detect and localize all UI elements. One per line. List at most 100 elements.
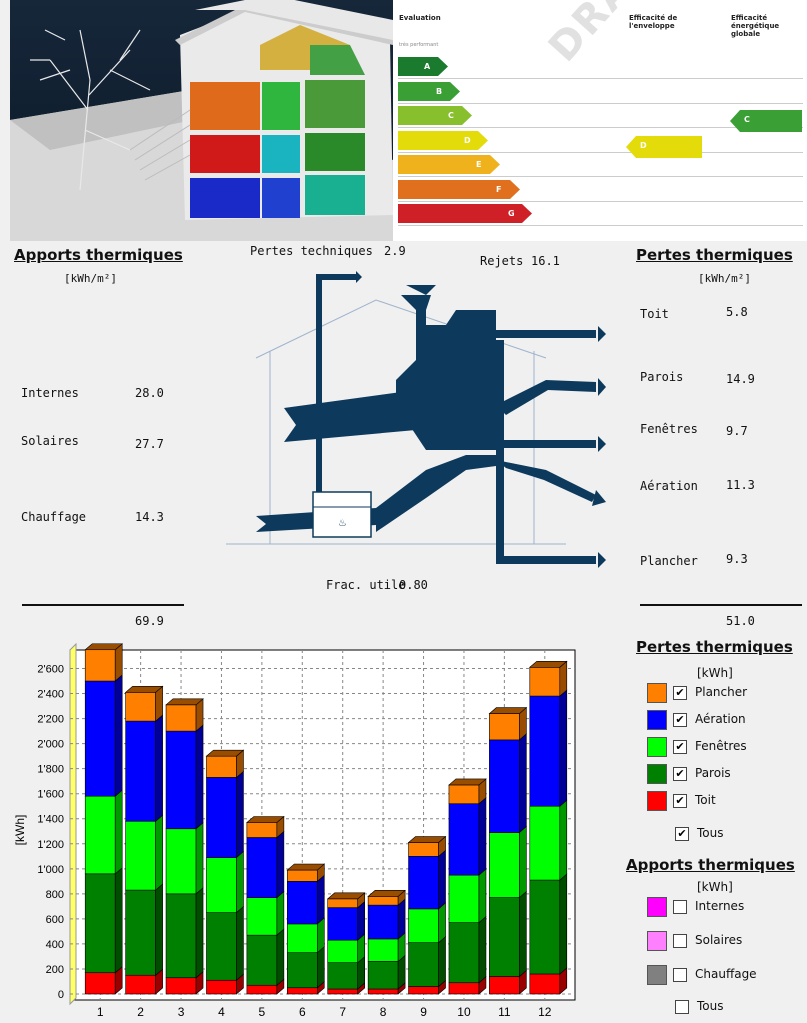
bar-side [155,883,163,976]
legend-checkbox[interactable] [673,934,687,948]
y-tick-label: 2'000 [37,739,64,751]
legend-label: Chauffage [695,967,757,981]
legend-swatch [647,791,667,811]
energy-class-letter: D [464,135,471,145]
bar-side [478,868,487,924]
bar-side [559,873,568,975]
bar-segment-aération [165,730,197,830]
bar-segment-toit [489,976,520,995]
pertes-all-checkbox[interactable]: ✔ [675,827,689,841]
bar-segment-plancher [286,869,318,882]
pertes-value-parois: 14.9 [726,372,755,386]
bar-top [448,778,487,786]
energy-flow-diagram: ♨ [226,270,606,579]
bar-side [316,874,325,925]
energy-label-panel: Evaluation très performant Efficacité de… [393,0,807,241]
legend-checkbox[interactable]: ✔ [673,767,687,781]
y-tick-label: 2'200 [37,714,64,726]
bar-segment-aération [84,680,116,797]
legend-apports-title: Apports thermiques [626,856,795,874]
building-render [10,0,393,241]
legend-pertes-unit: [kWh] [697,666,733,680]
bar-side [519,825,527,899]
bar-top [407,836,447,843]
bar-segment-aération [529,695,561,807]
y-tick-label: 1'000 [37,864,64,876]
y-tick-label: 1'400 [37,814,64,826]
y-tick-label: 1'200 [37,839,64,851]
plot-wall [69,642,77,1006]
legend-checkbox[interactable]: ✔ [673,686,687,700]
y-tick-label: 2'400 [37,689,64,701]
legend-checkbox[interactable]: ✔ [673,713,687,727]
y-tick-label: 0 [58,989,64,1001]
bar-side [438,902,446,944]
legend-checkbox[interactable] [673,968,687,982]
bar-side [519,890,527,978]
pertes-label-fenetres: Fenêtres [640,422,698,436]
apports-value-solaires: 27.7 [135,437,164,451]
pertes-value-plancher: 9.3 [726,552,748,566]
energy-class-g: G [398,204,532,223]
bar-segment-fenêtres [286,923,318,953]
legend-label: Aération [695,712,746,726]
energy-class-letter: A [424,62,431,71]
pertes-value-aeration: 11.3 [726,478,755,492]
bar-segment-aération [367,904,399,940]
pertes-value-toit: 5.8 [726,305,748,319]
y-tick-label: 1'800 [37,764,64,776]
bar-segment-plancher [448,784,480,805]
bar-segment-aération [286,881,318,925]
legend-label: Parois [695,766,731,780]
apports-value-internes: 28.0 [135,386,164,400]
legend-swatch [647,710,667,730]
apports-total-rule [22,604,184,606]
legend-checkbox[interactable]: ✔ [673,740,687,754]
x-tick-label: 8 [380,1005,387,1019]
pertes-value-fenetres: 9.7 [726,424,748,438]
legend-checkbox[interactable]: ✔ [673,794,687,808]
bar-segment-parois [84,873,116,974]
legend-swatch [647,897,667,917]
legend-checkbox[interactable] [673,900,687,914]
y-axis-label: [kWh] [13,815,27,846]
bar-segment-toit [448,982,480,995]
bar-segment-fenêtres [165,828,197,895]
bar-segment-toit [84,972,116,995]
bar-side [276,928,285,986]
x-tick-label: 2 [137,1005,144,1019]
bar-side [114,867,123,974]
bar-segment-fenêtres [408,908,439,943]
x-tick-label: 7 [339,1005,346,1019]
energy-row-divider [398,102,803,104]
bar-segment-fenêtres [125,820,156,891]
legend-swatch [647,764,667,784]
apports-all-checkbox[interactable] [675,1000,689,1014]
bar-segment-plancher [327,898,359,908]
bar-side [397,898,406,940]
legend-label: Fenêtres [695,739,747,753]
bar-segment-fenêtres [327,939,359,964]
legend-swatch [647,965,667,985]
bar-side [236,850,244,914]
energy-row-divider [398,225,803,226]
bar-side [276,830,285,899]
y-tick-label: 400 [46,939,64,951]
bar-segment-fenêtres [84,795,116,875]
energy-class-e: E [398,155,500,174]
bar-side [195,887,204,979]
legend-label: Internes [695,899,745,913]
bar-top [124,686,164,693]
bar-top [326,892,366,900]
bar-segment-plancher [165,704,197,732]
bar-side [438,849,446,910]
bar-side [114,674,123,797]
pertes-label-toit: Toit [640,307,669,321]
bar-segment-plancher [84,649,116,682]
bar-segment-fenêtres [489,832,520,898]
global-class-marker: C [730,110,802,136]
building-3d-view[interactable] [10,0,393,241]
bar-side [438,936,446,988]
pertes-all-label: Tous [697,826,724,840]
bar-side [559,689,568,807]
